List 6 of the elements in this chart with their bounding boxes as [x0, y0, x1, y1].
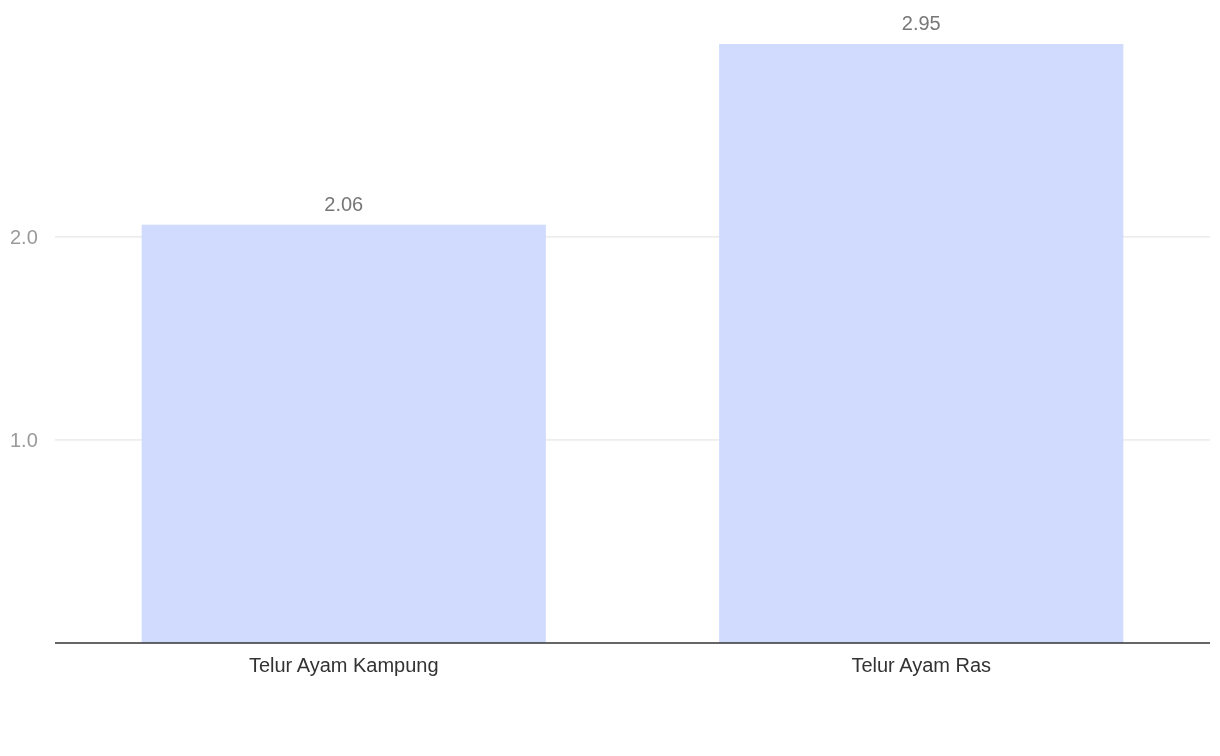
y-tick-label: 1.0: [10, 428, 38, 451]
x-tick-label: Telur Ayam Ras: [851, 654, 992, 676]
y-tick-label: 2.0: [10, 225, 38, 248]
data-label: 2.95: [901, 12, 941, 34]
data-label: 2.06: [324, 192, 364, 215]
x-tick-label: Telur Ayam Kampung: [248, 654, 439, 676]
